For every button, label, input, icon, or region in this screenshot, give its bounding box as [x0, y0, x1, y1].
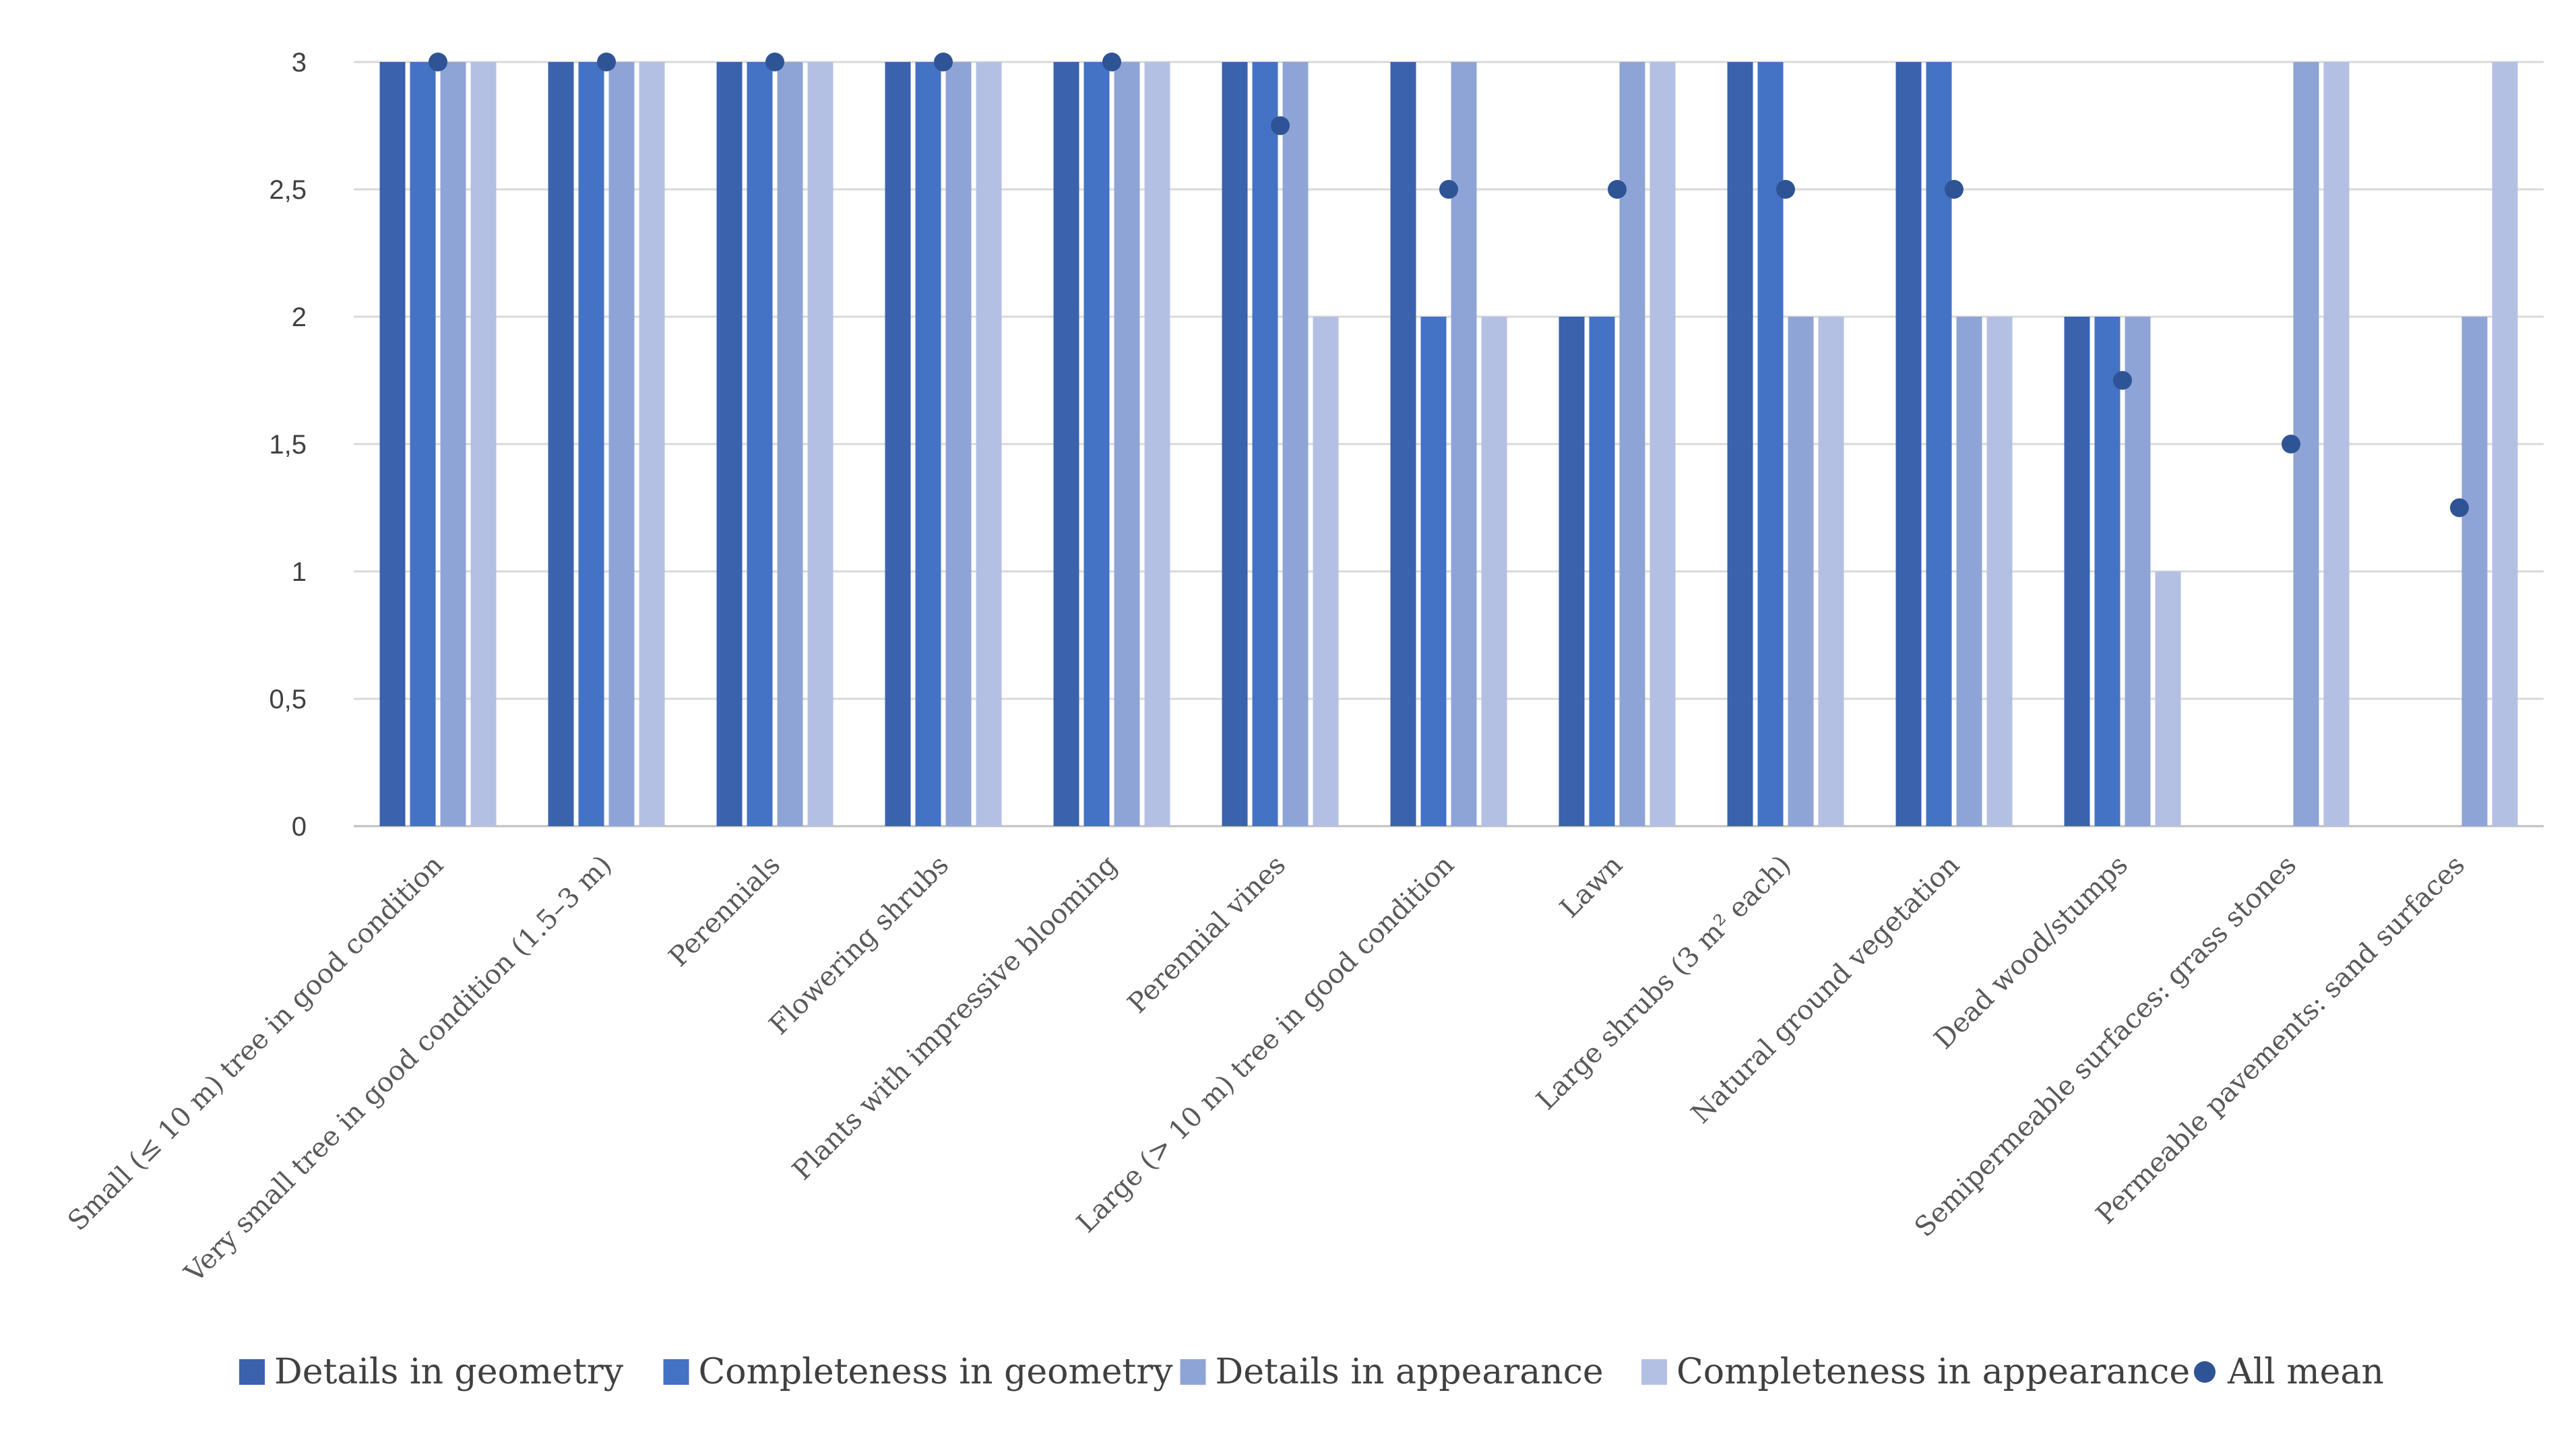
bar-completeness-in-geometry [1926, 62, 1952, 826]
bar-completeness-in-geometry [747, 62, 773, 826]
legend-swatch [1641, 1359, 1667, 1385]
mean-point [1439, 180, 1458, 199]
bar-completeness-in-geometry [1589, 317, 1615, 826]
bar-details-in-appearance [1619, 62, 1645, 826]
bar-details-in-geometry [2064, 317, 2090, 826]
legend-label: All mean [2227, 1352, 2384, 1392]
bar-completeness-in-geometry [410, 62, 436, 826]
bar-completeness-in-appearance [1313, 317, 1339, 826]
legend-label: Completeness in appearance [1676, 1352, 2190, 1392]
bar-completeness-in-appearance [2155, 571, 2181, 826]
x-tick-label: Permeable pavements: sand surfaces [2090, 850, 2471, 1230]
mean-point [597, 53, 616, 71]
bar-details-in-geometry [885, 62, 911, 826]
bar-completeness-in-geometry [915, 62, 941, 826]
legend-swatch [239, 1359, 265, 1385]
y-tick-label: 0 [292, 812, 307, 842]
x-tick-label: Semipermeable surfaces: grass stones [1909, 850, 2302, 1243]
bar-completeness-in-geometry [1083, 62, 1110, 826]
bar-details-in-appearance [1956, 317, 1982, 826]
bar-details-in-geometry [1053, 62, 1079, 826]
bar-completeness-in-appearance [1986, 317, 2013, 826]
bar-completeness-in-appearance [2492, 62, 2518, 826]
bar-details-in-appearance [945, 62, 972, 826]
mean-point [1608, 180, 1627, 199]
legend-swatch [1180, 1359, 1206, 1385]
bar-completeness-in-appearance [1144, 62, 1170, 826]
legend-marker [2194, 1361, 2216, 1383]
mean-point [1271, 116, 1290, 135]
bar-details-in-appearance [1788, 317, 1814, 826]
bar-details-in-appearance [2125, 317, 2151, 826]
y-tick-label: 2 [292, 303, 307, 332]
x-tick-label: Perennial vines [1122, 850, 1292, 1020]
bar-completeness-in-appearance [807, 62, 834, 826]
x-tick-label: Perennials [663, 850, 786, 973]
bar-details-in-appearance [777, 62, 803, 826]
bar-details-in-appearance [440, 62, 466, 826]
mean-point [1945, 180, 1964, 199]
mean-point [429, 53, 447, 71]
bar-details-in-geometry [548, 62, 574, 826]
mean-point [2113, 371, 2132, 390]
bar-completeness-in-geometry [2094, 317, 2121, 826]
x-tick-label: Natural ground vegetation [1685, 850, 1966, 1130]
legend-label: Details in geometry [274, 1352, 624, 1392]
bar-details-in-geometry [1895, 62, 1922, 826]
mean-point [765, 53, 784, 71]
bar-completeness-in-appearance [976, 62, 1002, 826]
bar-completeness-in-geometry [578, 62, 604, 826]
bar-completeness-in-geometry [1757, 62, 1784, 826]
x-tick-label: Plants with impressive blooming [786, 850, 1123, 1187]
x-tick-label: Small (≤ 10 m) tree in good condition [62, 850, 449, 1237]
bar-details-in-geometry [1727, 62, 1753, 826]
mean-point [934, 53, 953, 71]
bar-details-in-appearance [1451, 62, 1477, 826]
bar-details-in-geometry [1559, 317, 1585, 826]
x-tick-label: Dead wood/stumps [1928, 850, 2134, 1055]
legend-label: Completeness in geometry [699, 1352, 1174, 1392]
x-tick-label: Lawn [1554, 850, 1629, 925]
bar-completeness-in-appearance [470, 62, 497, 826]
bar-completeness-in-appearance [1818, 317, 1844, 826]
bar-details-in-geometry [716, 62, 743, 826]
legend-swatch [663, 1359, 689, 1385]
legend-label: Details in appearance [1216, 1352, 1604, 1392]
y-tick-label: 0,5 [269, 685, 307, 714]
bar-details-in-geometry [379, 62, 406, 826]
x-tick-label: Large (> 10 m) tree in good condition [1071, 850, 1460, 1239]
bar-details-in-appearance [608, 62, 635, 826]
bar-completeness-in-appearance [2323, 62, 2350, 826]
mean-point [1102, 53, 1121, 71]
mean-point [2282, 435, 2300, 454]
bar-details-in-appearance [2461, 317, 2488, 826]
bar-completeness-in-appearance [1650, 62, 1676, 826]
y-tick-label: 3 [292, 48, 307, 77]
y-tick-label: 1 [292, 557, 307, 587]
mean-point [1776, 180, 1795, 199]
y-tick-label: 1,5 [269, 430, 307, 460]
bar-completeness-in-appearance [1481, 317, 1507, 826]
bar-completeness-in-appearance [639, 62, 665, 826]
y-tick-label: 2,5 [269, 175, 307, 205]
mean-point [2450, 498, 2469, 518]
bar-completeness-in-geometry [1252, 62, 1278, 826]
bar-details-in-geometry [1390, 62, 1416, 826]
x-tick-label: Flowering shrubs [763, 850, 955, 1041]
bar-completeness-in-geometry [1420, 317, 1447, 826]
bar-details-in-geometry [1222, 62, 1248, 826]
bar-details-in-appearance [1282, 62, 1309, 826]
bar-details-in-appearance [1114, 62, 1140, 826]
